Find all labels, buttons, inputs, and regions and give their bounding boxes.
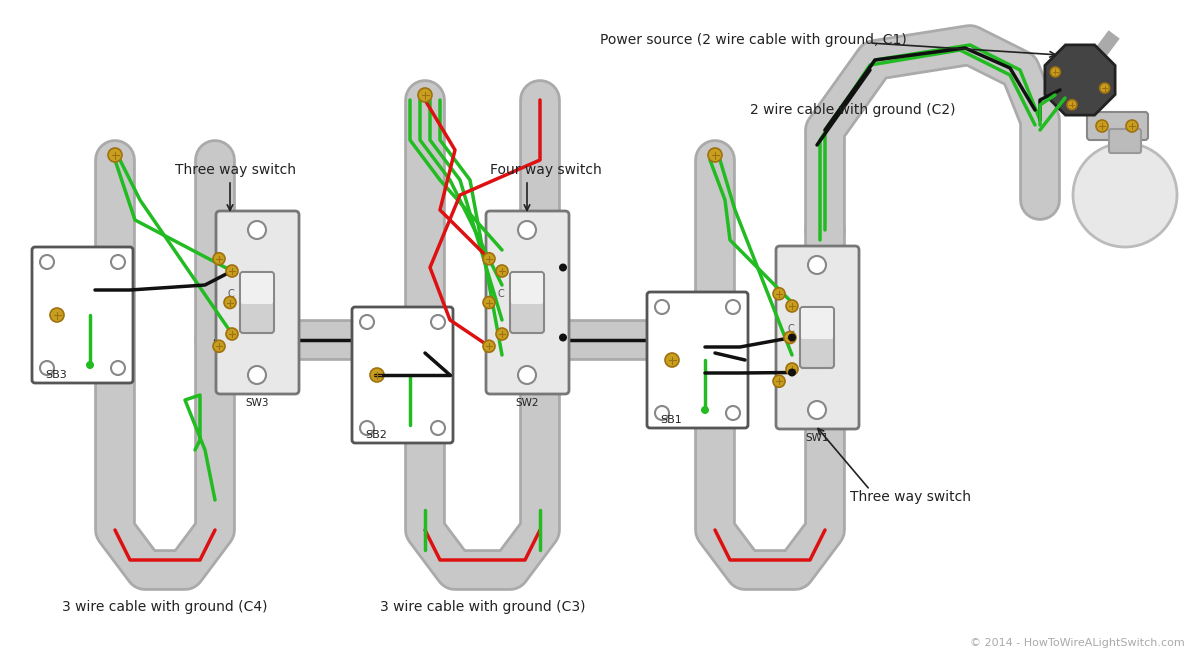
FancyBboxPatch shape (776, 246, 859, 429)
FancyBboxPatch shape (802, 308, 833, 339)
Circle shape (248, 366, 266, 384)
Circle shape (701, 406, 709, 414)
Circle shape (1096, 120, 1108, 132)
Circle shape (496, 328, 508, 340)
FancyBboxPatch shape (510, 272, 544, 333)
Text: 3 wire cable with ground (C3): 3 wire cable with ground (C3) (380, 600, 586, 614)
Text: Power source (2 wire cable with ground, C1): Power source (2 wire cable with ground, … (600, 33, 907, 47)
Circle shape (1126, 120, 1138, 132)
Circle shape (1050, 67, 1061, 77)
FancyBboxPatch shape (486, 211, 569, 394)
Polygon shape (1045, 45, 1115, 115)
Text: Three way switch: Three way switch (850, 490, 971, 504)
Text: © 2014 - HowToWireALightSwitch.com: © 2014 - HowToWireALightSwitch.com (971, 638, 1186, 648)
Circle shape (226, 328, 238, 340)
Text: SB3: SB3 (46, 370, 67, 380)
Circle shape (655, 300, 670, 314)
FancyBboxPatch shape (241, 273, 274, 304)
Text: SB2: SB2 (365, 430, 386, 440)
Circle shape (665, 353, 679, 367)
FancyBboxPatch shape (511, 273, 542, 304)
Circle shape (1067, 100, 1076, 110)
Circle shape (112, 361, 125, 375)
FancyBboxPatch shape (1087, 112, 1148, 140)
Circle shape (431, 421, 445, 435)
Circle shape (559, 334, 568, 342)
FancyBboxPatch shape (352, 307, 454, 443)
Circle shape (360, 315, 374, 329)
Circle shape (482, 297, 496, 308)
Circle shape (1099, 83, 1110, 93)
Circle shape (482, 340, 496, 352)
Circle shape (808, 256, 826, 274)
Circle shape (86, 361, 94, 369)
Text: SW2: SW2 (515, 398, 539, 408)
Text: Three way switch: Three way switch (175, 163, 296, 177)
Text: SB1: SB1 (660, 415, 682, 425)
Circle shape (786, 363, 798, 375)
Circle shape (370, 368, 384, 382)
Circle shape (788, 369, 796, 377)
Circle shape (773, 287, 785, 299)
Circle shape (224, 297, 236, 308)
Text: 2 wire cable with ground (C2): 2 wire cable with ground (C2) (750, 103, 955, 117)
Circle shape (108, 148, 122, 162)
Text: 3 wire cable with ground (C4): 3 wire cable with ground (C4) (62, 600, 268, 614)
Circle shape (518, 221, 536, 239)
Text: Four way switch: Four way switch (490, 163, 601, 177)
Circle shape (226, 265, 238, 277)
Circle shape (360, 421, 374, 435)
Circle shape (784, 332, 796, 344)
FancyBboxPatch shape (240, 272, 274, 333)
Circle shape (214, 340, 226, 352)
Circle shape (482, 253, 496, 265)
Circle shape (708, 148, 722, 162)
Circle shape (40, 255, 54, 269)
Circle shape (773, 375, 785, 387)
FancyBboxPatch shape (32, 247, 133, 383)
Circle shape (655, 406, 670, 420)
Circle shape (248, 221, 266, 239)
FancyBboxPatch shape (216, 211, 299, 394)
Circle shape (726, 300, 740, 314)
Circle shape (808, 401, 826, 419)
FancyBboxPatch shape (1109, 129, 1141, 153)
Circle shape (418, 88, 432, 102)
Circle shape (50, 308, 64, 322)
Text: C: C (788, 324, 794, 334)
Text: SW3: SW3 (245, 398, 269, 408)
Circle shape (518, 366, 536, 384)
Circle shape (112, 255, 125, 269)
Circle shape (788, 334, 796, 342)
Text: C: C (498, 289, 505, 299)
Circle shape (214, 253, 226, 265)
Circle shape (786, 300, 798, 312)
FancyBboxPatch shape (647, 292, 748, 428)
Circle shape (726, 406, 740, 420)
Circle shape (559, 263, 568, 271)
FancyBboxPatch shape (800, 307, 834, 368)
Text: C: C (228, 289, 235, 299)
Text: SW1: SW1 (805, 433, 829, 443)
Circle shape (431, 315, 445, 329)
Circle shape (1073, 143, 1177, 247)
Circle shape (496, 265, 508, 277)
Circle shape (40, 361, 54, 375)
